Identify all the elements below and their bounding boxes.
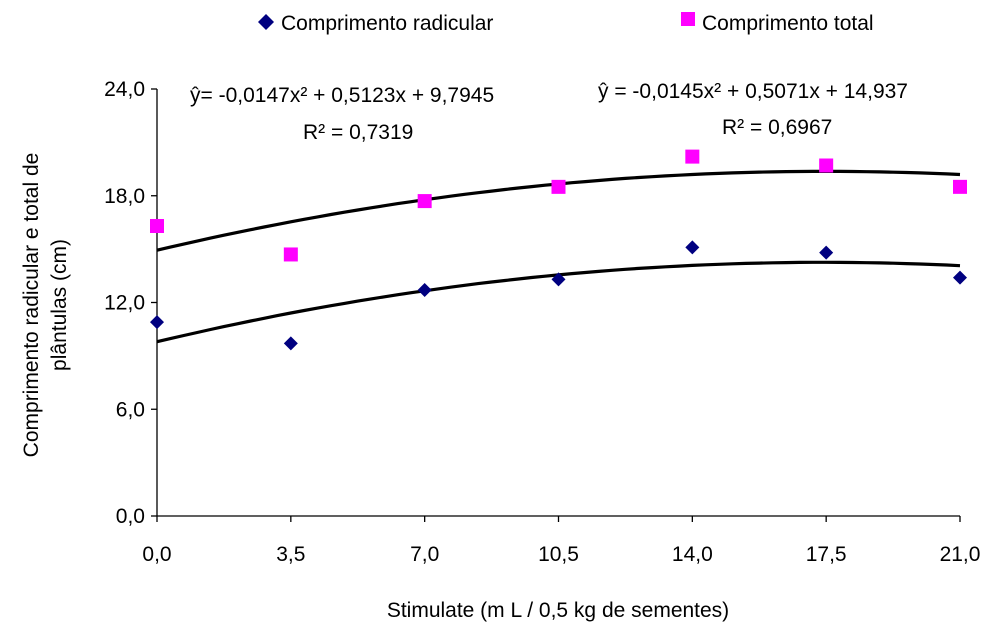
equation-radicular: ŷ= -0,0147x² + 0,5123x + 9,7945 [190, 84, 494, 107]
y-tick-label: 18,0 [104, 185, 145, 208]
x-tick-label: 10,5 [538, 543, 579, 566]
r2-radicular: R² = 0,7319 [303, 121, 413, 144]
legend: Comprimento radicular Comprimento total [258, 12, 874, 35]
point-radicular [283, 336, 298, 351]
point-radicular [551, 272, 566, 287]
data-points [150, 149, 967, 351]
y-tick-label: 6,0 [116, 398, 145, 421]
point-radicular [953, 270, 967, 285]
x-axis-title: Stimulate (m L / 0,5 kg de sementes) [387, 599, 729, 622]
point-total [283, 247, 298, 262]
point-total [953, 179, 967, 194]
x-tick-label: 3,5 [276, 543, 305, 566]
x-tick-label: 14,0 [672, 543, 713, 566]
y-tick-label: 0,0 [116, 505, 145, 528]
point-radicular [685, 240, 700, 255]
y-axis-title-line1: Comprimento radicular e total de [20, 153, 43, 458]
y-axis-title-line2: plântulas (cm) [48, 239, 71, 371]
trendlines [156, 169, 961, 344]
point-total [819, 158, 834, 173]
point-radicular [819, 245, 834, 260]
x-tick-label: 0,0 [142, 543, 171, 566]
point-total [551, 179, 566, 194]
legend-label-total: Comprimento total [702, 12, 874, 35]
legend-marker-radicular [258, 14, 274, 30]
legend-label-radicular: Comprimento radicular [281, 12, 493, 35]
legend-marker-total [681, 12, 695, 26]
point-total [417, 194, 432, 209]
equation-annotations: ŷ= -0,0147x² + 0,5123x + 9,7945 R² = 0,7… [190, 80, 908, 144]
x-tick-label: 21,0 [940, 543, 981, 566]
point-total [150, 218, 164, 233]
point-radicular [417, 283, 432, 298]
point-total [685, 149, 700, 164]
x-tick-label: 7,0 [410, 543, 439, 566]
x-tick-label: 17,5 [806, 543, 847, 566]
x-ticks: 0,0 3,5 7,0 10,5 14,0 17,5 21,0 [142, 516, 980, 566]
axes: 0,0 6,0 12,0 18,0 24,0 0,0 3,5 7,0 10,5 14,0 17,5… [104, 78, 980, 566]
y-tick-label: 12,0 [104, 292, 145, 315]
y-tick-label: 24,0 [104, 78, 145, 101]
r2-total: R² = 0,6967 [722, 116, 832, 139]
y-axis-title: Comprimento radicular e total de plântul… [20, 153, 71, 458]
equation-total: ŷ = -0,0145x² + 0,5071x + 14,937 [598, 80, 908, 103]
point-radicular [150, 315, 164, 330]
y-ticks: 0,0 6,0 12,0 18,0 24,0 [104, 78, 157, 528]
